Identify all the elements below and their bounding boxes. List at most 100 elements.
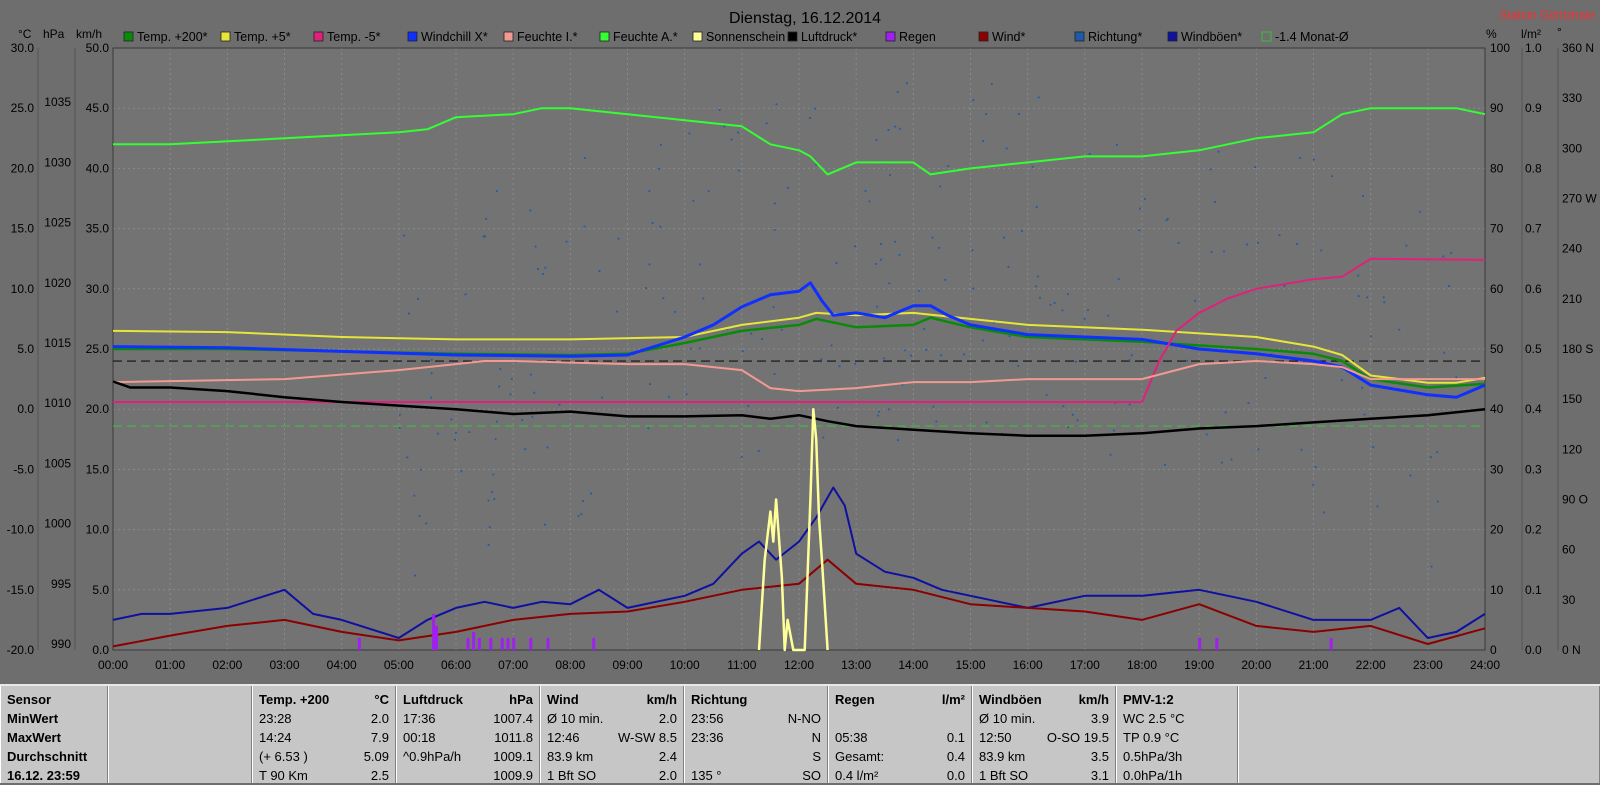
x-tick-label: 22:00: [1356, 658, 1386, 672]
richtung-dot: [903, 349, 906, 352]
richtung-dot: [430, 372, 433, 375]
richtung-dot: [993, 321, 995, 324]
axes: 00:00 01:00 02:00 03:00 04:00 05:00 06:00 07:00…: [7, 41, 1598, 672]
stats-column-header: Temp. +200 °C: [253, 690, 395, 709]
unit-kmh: km/h: [76, 27, 102, 41]
legend-label: -1.4 Monat-Ø: [1275, 30, 1349, 44]
richtung-dot: [509, 393, 512, 396]
stats-cell-right: 2.0: [658, 711, 677, 726]
richtung-dot: [1177, 242, 1180, 244]
stats-cell-right: 0.0: [946, 768, 965, 783]
richtung-dot: [830, 344, 833, 347]
richtung-dot: [544, 266, 547, 269]
richtung-dot: [896, 91, 899, 94]
regen-bar: [489, 637, 493, 650]
column-title: Sensor: [7, 692, 52, 707]
richtung-dot: [577, 515, 580, 517]
richtung-dot: [1128, 403, 1131, 406]
richtung-dot: [437, 432, 439, 435]
series-line: [112, 281, 1486, 399]
stats-row: (+ 6.53 ) 5.09: [253, 747, 395, 766]
richtung-dot: [1214, 200, 1216, 203]
stats-row: [109, 709, 251, 728]
richtung-dot: [741, 350, 744, 352]
richtung-dot: [1021, 230, 1023, 232]
stats-column-header: Luftdruck hPa: [397, 690, 539, 709]
richtung-dot: [1366, 296, 1369, 299]
richtung-dot: [699, 263, 701, 266]
y-tick-label-direction: 120: [1562, 442, 1582, 456]
richtung-dot: [947, 165, 950, 168]
richtung-dot: [1246, 243, 1248, 246]
richtung-dot: [773, 229, 776, 231]
richtung-dot: [1037, 96, 1040, 99]
regen-bar: [1215, 637, 1219, 650]
unit-hpa: hPa: [43, 27, 65, 41]
column-title: Luftdruck: [403, 692, 463, 707]
stats-cell-left: 83.9 km: [547, 749, 594, 764]
stats-cell-left: MaxWert: [7, 730, 61, 745]
richtung-dot: [1341, 379, 1343, 382]
richtung-dot: [1429, 456, 1432, 459]
stats-row: 16.12. 23:59: [1, 766, 107, 785]
richtung-dot: [931, 236, 934, 239]
legend-swatch: [220, 31, 231, 42]
stats-column: PMV-1:2 WC 2.5 °C TP 0.9 °C 0.5hPa/3h 0.0hPa…: [1116, 686, 1238, 783]
y-tick-label-celsius: -10.0: [7, 523, 35, 537]
stats-row: 23:36 N: [685, 728, 827, 747]
richtung-dot: [484, 235, 486, 238]
y-tick-label-celsius: -15.0: [7, 583, 35, 597]
richtung-dot: [1398, 328, 1401, 331]
richtung-dot: [1088, 153, 1091, 155]
regen-bar: [434, 625, 438, 650]
richtung-dot: [494, 438, 497, 441]
richtung-dot: [1257, 241, 1259, 244]
series-line: [112, 486, 1486, 639]
y-tick-label-percent: 90: [1490, 101, 1504, 115]
richtung-dot: [658, 167, 660, 170]
richtung-dot: [1194, 299, 1197, 302]
legend-swatch: [313, 31, 324, 42]
series-line: [112, 380, 1486, 437]
stats-row: 12:46 W-SW 8.5: [541, 728, 683, 747]
stats-row: ^0.9hPa/h 1009.1: [397, 747, 539, 766]
richtung-dot: [757, 450, 760, 452]
richtung-dot: [537, 268, 539, 270]
richtung-dot: [1062, 405, 1065, 408]
stats-column-header: Regen l/m²: [829, 690, 971, 709]
richtung-dot: [1005, 147, 1008, 150]
stats-cell-left: 12:50: [979, 730, 1012, 745]
stats-row: Ø 10 min. 2.0: [541, 709, 683, 728]
legend-label: Wind*: [992, 30, 1025, 44]
richtung-dot: [668, 396, 670, 398]
y-tick-label-lm2: 0.2: [1525, 523, 1542, 537]
x-tick-label: 16:00: [1013, 658, 1043, 672]
stats-row: MinWert: [1, 709, 107, 728]
stats-row: [829, 709, 971, 728]
y-tick-label-hpa: 1000: [44, 517, 71, 531]
richtung-dot: [487, 499, 490, 502]
richtung-dot: [836, 406, 839, 409]
richtung-dot: [1221, 461, 1223, 464]
stats-cell-right: O-SO 19.5: [1046, 730, 1109, 745]
richtung-dot: [1008, 335, 1011, 338]
richtung-dot: [854, 245, 856, 248]
richtung-dot: [510, 378, 513, 380]
richtung-dot: [1143, 197, 1146, 200]
x-tick-label: 05:00: [384, 658, 414, 672]
richtung-dot: [546, 446, 549, 449]
richtung-dot: [1031, 165, 1034, 168]
x-tick-label: 08:00: [555, 658, 585, 672]
stats-column: Temp. +200 °C 23:28 2.0 14:24 7.9 (+ 6.53 ) 5.0…: [252, 686, 396, 783]
y-tick-label-percent: 20: [1490, 523, 1504, 537]
richtung-dot: [651, 222, 654, 224]
stats-cell-left: 12:46: [547, 730, 580, 745]
y-tick-label-hpa: 1015: [44, 336, 71, 350]
richtung-dot: [1376, 505, 1379, 508]
richtung-dot: [498, 385, 501, 388]
stats-table: Sensor MinWert MaxWert Durchschnitt 16.12. 2…: [0, 684, 1600, 783]
stats-cell-left: Ø 10 min.: [979, 711, 1036, 726]
richtung-dot: [918, 289, 920, 292]
richtung-dot: [877, 414, 879, 417]
richtung-dot: [707, 190, 710, 193]
